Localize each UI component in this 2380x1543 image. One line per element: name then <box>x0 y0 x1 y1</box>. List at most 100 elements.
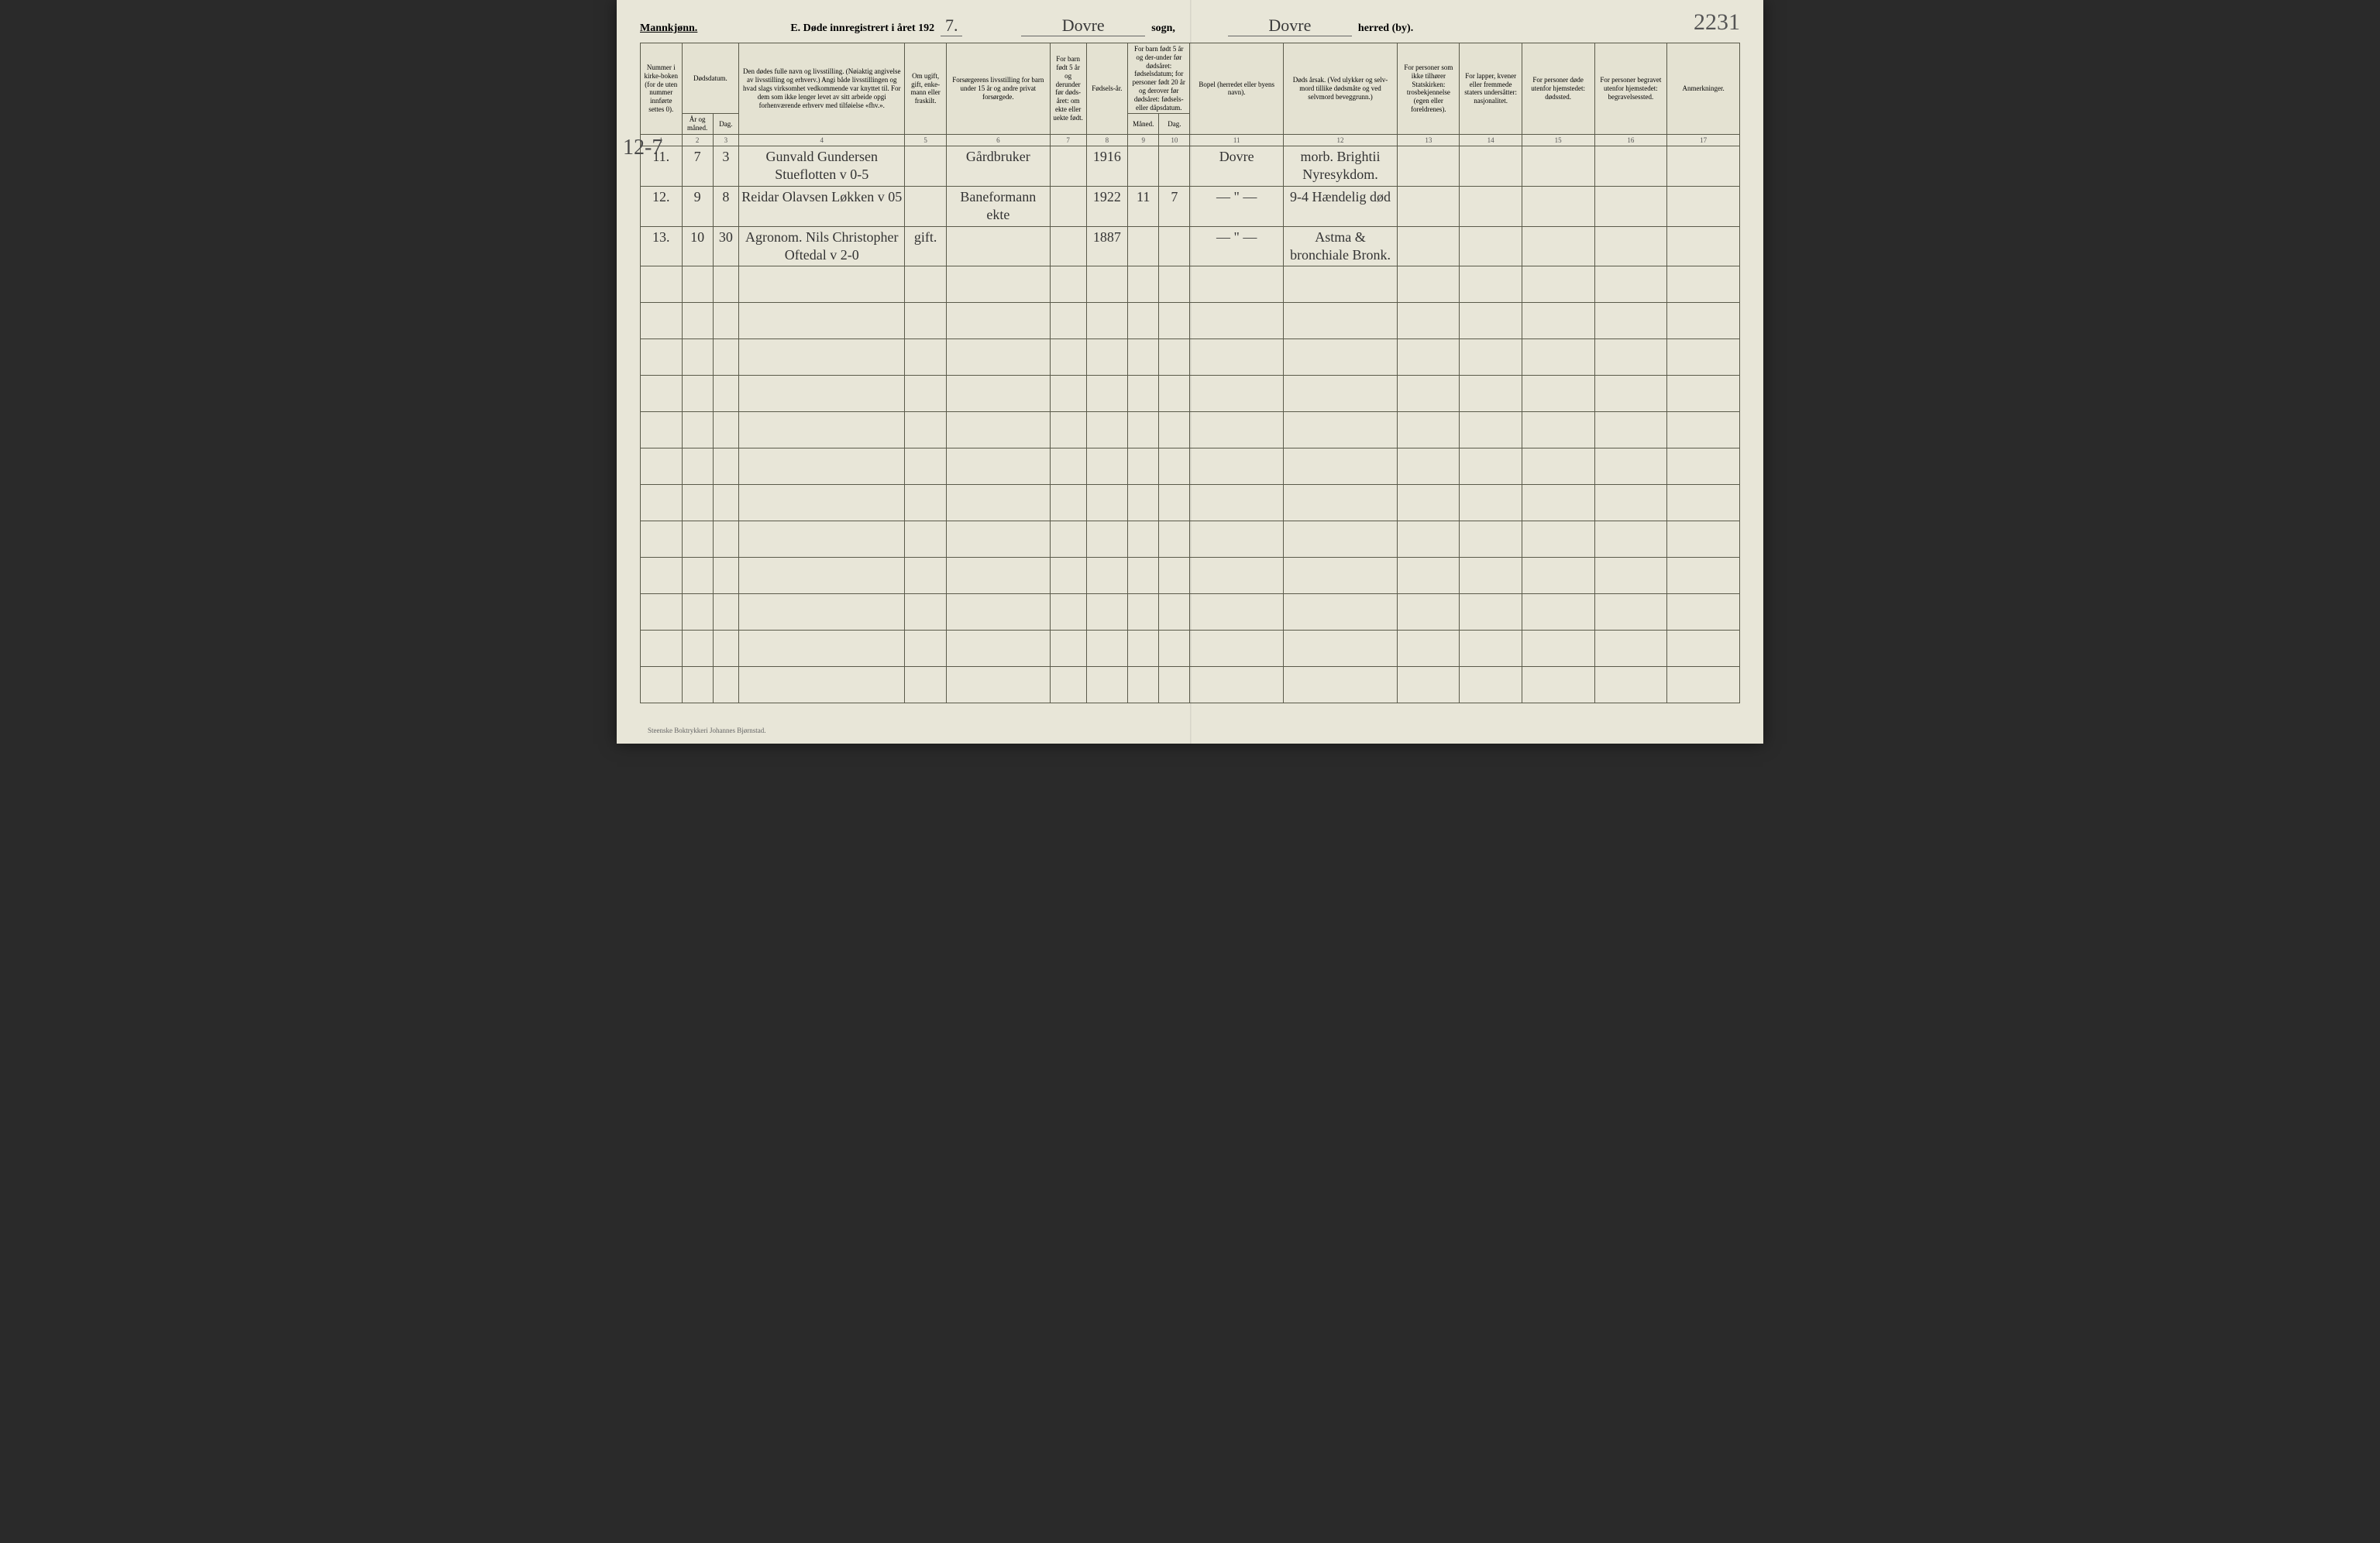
empty-cell <box>713 667 738 703</box>
col-header: Dødsdatum. <box>682 43 739 114</box>
colnum: 8 <box>1086 134 1128 146</box>
empty-cell <box>1128 303 1159 339</box>
empty-cell <box>1667 667 1740 703</box>
empty-cell <box>1190 631 1283 667</box>
empty-cell <box>1159 485 1190 521</box>
empty-cell <box>739 594 905 631</box>
table-row: 11.73Gunvald Gundersen Stueflotten v 0-5… <box>641 146 1740 186</box>
cell-bday <box>1159 146 1190 186</box>
empty-cell <box>946 667 1050 703</box>
empty-cell <box>1128 266 1159 303</box>
empty-cell <box>739 485 905 521</box>
empty-cell <box>739 412 905 448</box>
printer-footer: Steenske Boktrykkeri Johannes Bjørnstad. <box>648 727 765 734</box>
cell-bday <box>1159 226 1190 266</box>
empty-cell <box>682 339 713 376</box>
cell-c16 <box>1594 226 1667 266</box>
col-subheader: Dag. <box>1159 114 1190 135</box>
empty-cell <box>682 448 713 485</box>
empty-cell <box>1190 558 1283 594</box>
col-header: For personer begravet utenfor hjemstedet… <box>1594 43 1667 135</box>
empty-cell <box>1190 521 1283 558</box>
empty-cell <box>713 412 738 448</box>
empty-cell <box>1398 266 1460 303</box>
empty-cell <box>946 448 1050 485</box>
table-row-empty <box>641 631 1740 667</box>
empty-cell <box>1159 667 1190 703</box>
empty-cell <box>1594 667 1667 703</box>
empty-cell <box>641 412 683 448</box>
empty-cell <box>1050 631 1086 667</box>
cell-provider: Baneformann ekte <box>946 186 1050 226</box>
empty-cell <box>1190 667 1283 703</box>
empty-cell <box>682 266 713 303</box>
cell-ekte <box>1050 146 1086 186</box>
col-header: For lapper, kvener eller fremmede stater… <box>1460 43 1522 135</box>
empty-cell <box>1398 303 1460 339</box>
herred-value: Dovre <box>1228 15 1352 36</box>
empty-cell <box>1667 558 1740 594</box>
sogn-value: Dovre <box>1021 15 1145 36</box>
col-subheader: Dag. <box>713 114 738 135</box>
empty-cell <box>1667 412 1740 448</box>
empty-cell <box>682 594 713 631</box>
empty-cell <box>1594 303 1667 339</box>
empty-cell <box>1398 521 1460 558</box>
empty-cell <box>1190 339 1283 376</box>
empty-cell <box>1159 448 1190 485</box>
empty-cell <box>1460 303 1522 339</box>
col-header: Fødsels-år. <box>1086 43 1128 135</box>
empty-cell <box>1398 339 1460 376</box>
empty-cell <box>713 266 738 303</box>
cell-c15 <box>1522 186 1594 226</box>
empty-cell <box>682 485 713 521</box>
table-row-empty <box>641 339 1740 376</box>
cell-c16 <box>1594 146 1667 186</box>
empty-cell <box>905 266 947 303</box>
cell-num: 12. <box>641 186 683 226</box>
cell-cause: 9-4 Hændelig død <box>1283 186 1397 226</box>
cell-c15 <box>1522 146 1594 186</box>
empty-cell <box>641 376 683 412</box>
empty-cell <box>1050 266 1086 303</box>
empty-cell <box>1522 631 1594 667</box>
empty-cell <box>946 594 1050 631</box>
empty-cell <box>1522 303 1594 339</box>
empty-cell <box>1667 339 1740 376</box>
empty-cell <box>1522 412 1594 448</box>
table-body: 11.73Gunvald Gundersen Stueflotten v 0-5… <box>641 146 1740 703</box>
empty-cell <box>739 339 905 376</box>
cell-c13 <box>1398 186 1460 226</box>
cell-birthyear: 1922 <box>1086 186 1128 226</box>
empty-cell <box>1283 631 1397 667</box>
empty-cell <box>1594 485 1667 521</box>
empty-cell <box>946 266 1050 303</box>
empty-cell <box>1159 339 1190 376</box>
cell-residence: — " — <box>1190 226 1283 266</box>
empty-cell <box>1398 448 1460 485</box>
empty-cell <box>713 339 738 376</box>
empty-cell <box>1086 339 1128 376</box>
empty-cell <box>1460 594 1522 631</box>
empty-cell <box>739 631 905 667</box>
empty-cell <box>1460 448 1522 485</box>
cell-month: 9 <box>682 186 713 226</box>
empty-cell <box>905 558 947 594</box>
empty-cell <box>1522 521 1594 558</box>
table-row-empty <box>641 594 1740 631</box>
empty-cell <box>1283 558 1397 594</box>
empty-cell <box>905 376 947 412</box>
empty-cell <box>1522 448 1594 485</box>
empty-cell <box>1594 266 1667 303</box>
empty-cell <box>1283 376 1397 412</box>
table-row-empty <box>641 667 1740 703</box>
colnum: 13 <box>1398 134 1460 146</box>
empty-cell <box>1398 412 1460 448</box>
cell-name: Reidar Olavsen Løkken v 05 <box>739 186 905 226</box>
empty-cell <box>1050 485 1086 521</box>
empty-cell <box>1128 376 1159 412</box>
empty-cell <box>1594 448 1667 485</box>
empty-cell <box>1283 521 1397 558</box>
empty-cell <box>946 412 1050 448</box>
empty-cell <box>641 339 683 376</box>
